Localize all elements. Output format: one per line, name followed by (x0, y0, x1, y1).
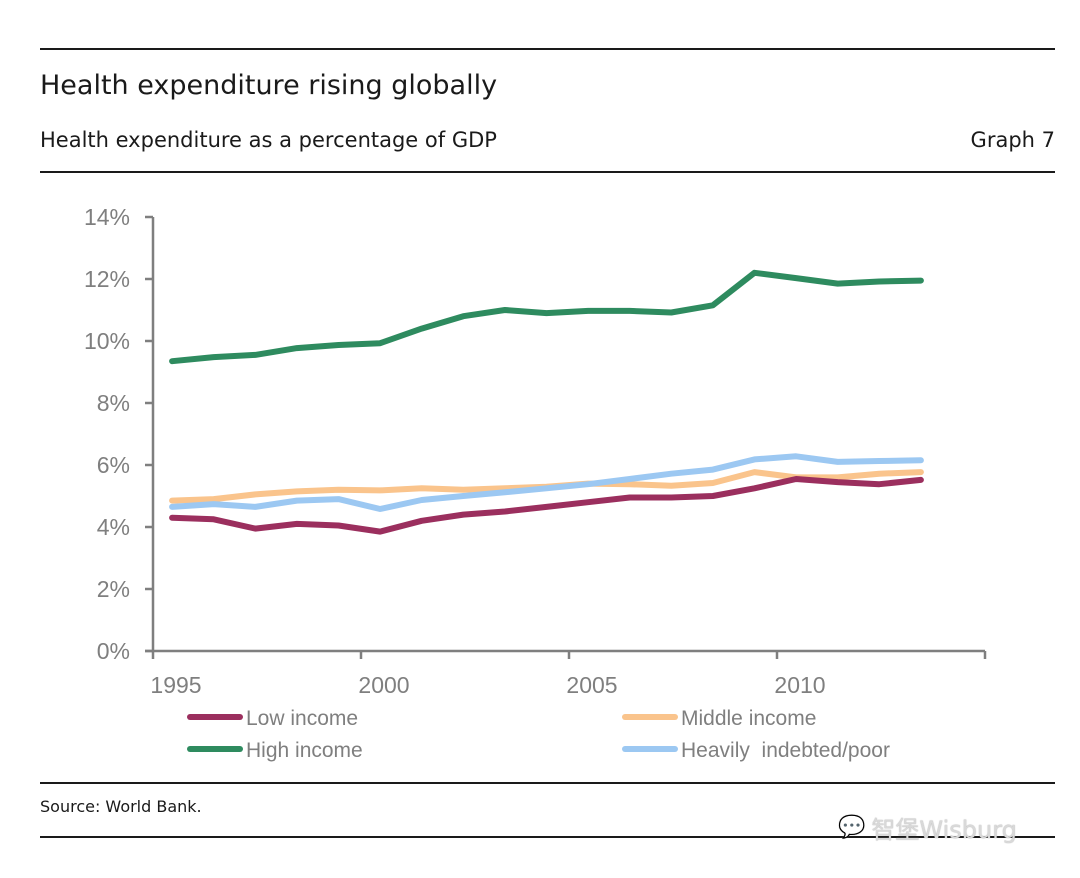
top-rule (40, 48, 1055, 50)
y-tick-label: 0% (97, 638, 130, 664)
y-tick-label: 2% (97, 576, 130, 602)
x-axis: 1995 2000 2005 2010 (145, 649, 987, 698)
watermark: 💬 智堡Wisburg (838, 810, 1017, 845)
chart-subtitle: Health expenditure as a percentage of GD… (40, 128, 497, 152)
x-tick-label: 2000 (358, 672, 409, 698)
graph-number-label: Graph 7 (970, 128, 1055, 152)
series-layer (169, 269, 924, 535)
y-tick-label: 12% (84, 266, 130, 292)
legend-label: Middle income (681, 707, 816, 730)
legend-label: Heavily indebted/poor (681, 739, 890, 762)
y-tick-label: 8% (97, 390, 130, 416)
y-tick-label: 10% (84, 328, 130, 354)
legend-label: Low income (246, 707, 358, 730)
y-tick-label: 14% (84, 204, 130, 230)
legend: Low income Middle income High income Heavil… (187, 707, 890, 762)
wechat-icon: 💬 (838, 815, 866, 840)
legend-label: High income (246, 739, 363, 762)
line-chart: 0% 2% 4% 6% 8% 10% 12% 14% 1995 2000 2005 2010 Low… (84, 204, 987, 762)
y-tick-label: 4% (97, 514, 130, 540)
x-tick-label: 1995 (150, 672, 201, 698)
y-tick-label: 6% (97, 452, 130, 478)
series-line-low-income (169, 476, 924, 535)
chart-title: Health expenditure rising globally (40, 70, 498, 101)
series-line-heavily-indebted-poor (169, 453, 924, 512)
watermark-text: 智堡Wisburg (871, 816, 1017, 844)
footer-top-rule (40, 782, 1055, 784)
x-tick-label: 2005 (566, 672, 617, 698)
x-tick-label: 2010 (774, 672, 825, 698)
footer-bottom-rule (40, 836, 1055, 838)
source-note: Source: World Bank. (40, 797, 202, 816)
header-bottom-rule (40, 171, 1055, 173)
series-line-high-income (169, 269, 924, 365)
y-axis: 0% 2% 4% 6% 8% 10% 12% 14% (84, 204, 155, 664)
